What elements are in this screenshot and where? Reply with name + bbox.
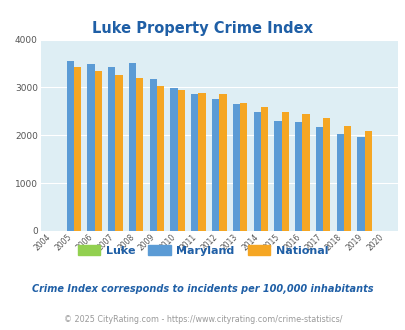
Legend: Luke, Maryland, National: Luke, Maryland, National — [73, 241, 332, 260]
Bar — [115, 75, 122, 231]
Text: © 2025 CityRating.com - https://www.cityrating.com/crime-statistics/: © 2025 CityRating.com - https://www.city… — [64, 315, 341, 324]
Bar — [253, 112, 260, 231]
Bar — [315, 127, 322, 231]
Bar — [281, 112, 288, 231]
Bar — [177, 90, 185, 231]
Bar — [136, 78, 143, 231]
Bar — [66, 61, 74, 231]
Bar — [322, 117, 330, 231]
Bar — [219, 94, 226, 231]
Bar — [157, 86, 164, 231]
Text: Crime Index corresponds to incidents per 100,000 inhabitants: Crime Index corresponds to incidents per… — [32, 284, 373, 294]
Bar — [336, 134, 343, 231]
Bar — [211, 99, 219, 231]
Bar — [94, 71, 102, 231]
Bar — [232, 104, 239, 231]
Bar — [87, 64, 94, 231]
Bar — [260, 107, 267, 231]
Bar — [108, 67, 115, 231]
Bar — [74, 67, 81, 231]
Text: Luke Property Crime Index: Luke Property Crime Index — [92, 21, 313, 36]
Bar — [294, 122, 302, 231]
Bar — [302, 114, 309, 231]
Bar — [239, 103, 247, 231]
Bar — [274, 121, 281, 231]
Bar — [356, 137, 364, 231]
Bar — [191, 94, 198, 231]
Bar — [128, 63, 136, 231]
Bar — [343, 126, 350, 231]
Bar — [364, 131, 371, 231]
Bar — [170, 88, 177, 231]
Bar — [198, 93, 205, 231]
Bar — [149, 79, 157, 231]
